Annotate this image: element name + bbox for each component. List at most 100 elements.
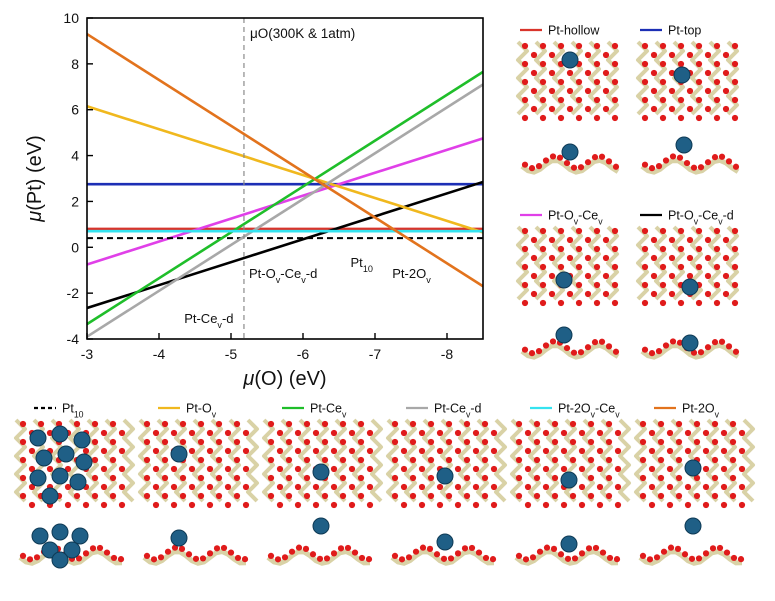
oxygen-atom [215, 456, 223, 464]
oxygen-atom [657, 474, 665, 482]
platinum-atom [684, 517, 702, 535]
lattice [636, 40, 739, 122]
oxygen-atom [539, 245, 547, 253]
oxygen-atom [521, 299, 529, 307]
oxygen-atom [330, 550, 338, 557]
oxygen-atom [641, 60, 649, 68]
oxygen-atom [481, 420, 489, 428]
ceria-bond [654, 225, 667, 301]
oxygen-atom [224, 465, 232, 473]
oxygen-atom [650, 236, 658, 244]
oxygen-atom [110, 554, 118, 562]
platinum-atom [561, 143, 579, 161]
oxygen-atom [472, 429, 480, 437]
oxygen-atom [206, 447, 214, 455]
structure-panel: Pt-2Ov-Cev [510, 402, 631, 566]
oxygen-atom [339, 474, 347, 482]
ceria-slab [640, 157, 740, 175]
y-tick-label: -4 [67, 331, 80, 347]
oxygen-atom [611, 263, 619, 271]
oxygen-atom [227, 549, 235, 556]
annotation-label: Pt10 [351, 255, 373, 274]
oxygen-atom [578, 550, 586, 557]
oxygen-atom [542, 501, 550, 509]
oxygen-atom [348, 483, 356, 491]
oxygen-atom [188, 429, 196, 437]
oxygen-atom [641, 263, 649, 271]
oxygen-atom [695, 227, 703, 235]
oxygen-atom [206, 550, 214, 557]
ceria-bond [588, 40, 601, 116]
y-tick-label: 6 [71, 102, 79, 118]
oxygen-atom [593, 281, 601, 289]
oxygen-atom [614, 447, 622, 455]
oxygen-atom [447, 555, 455, 562]
oxygen-atom [366, 447, 374, 455]
oxygen-atom [445, 456, 453, 464]
oxygen-atom [515, 474, 523, 482]
oxygen-atom [695, 263, 703, 271]
oxygen-atom [725, 343, 733, 350]
oxygen-atom [566, 105, 574, 113]
oxygen-atom [650, 254, 658, 262]
oxygen-atom [199, 555, 207, 562]
oxygen-atom [729, 420, 737, 428]
oxygen-atom [720, 429, 728, 437]
oxygen-atom [436, 429, 444, 437]
oxygen-atom [641, 245, 649, 253]
oxygen-atom [566, 69, 574, 77]
oxygen-atom [641, 227, 649, 235]
oxygen-atom [677, 299, 685, 307]
oxygen-atom [605, 438, 613, 446]
oxygen-atom [366, 501, 374, 509]
series-layer [86, 32, 484, 338]
oxygen-atom [731, 263, 739, 271]
oxygen-atom [713, 96, 721, 104]
oxygen-atom [584, 105, 592, 113]
oxygen-atom [409, 438, 417, 446]
oxygen-atom [549, 338, 557, 345]
oxygen-atom [100, 429, 108, 437]
oxygen-atom [400, 501, 408, 509]
structure-panel: Pt10 [14, 402, 135, 569]
oxygen-atom [530, 87, 538, 95]
oxygen-atom [605, 492, 613, 500]
oxygen-atom [418, 429, 426, 437]
oxygen-atom [206, 483, 214, 491]
oxygen-atom [533, 456, 541, 464]
oxygen-atom [660, 548, 668, 555]
oxygen-atom [521, 281, 529, 289]
oxygen-atom [684, 501, 692, 509]
oxygen-atom [197, 492, 205, 500]
oxygen-atom [720, 483, 728, 491]
oxygen-atom [220, 544, 228, 552]
platinum-atom [51, 467, 69, 485]
oxygen-atom [592, 544, 600, 552]
oxygen-atom [530, 105, 538, 113]
oxygen-atom [677, 227, 685, 235]
oxygen-atom [528, 350, 536, 357]
oxygen-atom [543, 544, 551, 551]
oxygen-atom [569, 492, 577, 500]
oxygen-atom [312, 429, 320, 437]
oxygen-atom [524, 447, 532, 455]
oxygen-atom [563, 159, 571, 167]
oxygen-atom [366, 465, 374, 473]
oxygen-atom [560, 447, 568, 455]
series-line-pt-cev [86, 70, 484, 326]
oxygen-atom [668, 51, 676, 59]
oxygen-atom [143, 456, 151, 464]
oxygen-atom [400, 465, 408, 473]
oxygen-atom [188, 483, 196, 491]
oxygen-atom [109, 492, 117, 500]
ceria-slab [520, 342, 620, 360]
series-line-pt-2ov [86, 32, 484, 288]
oxygen-atom [695, 245, 703, 253]
oxygen-atom [575, 299, 583, 307]
oxygen-atom [675, 474, 683, 482]
oxygen-atom [91, 438, 99, 446]
oxygen-atom [711, 456, 719, 464]
oxygen-atom [713, 114, 721, 122]
oxygen-atom [677, 114, 685, 122]
oxygen-atom [611, 281, 619, 289]
